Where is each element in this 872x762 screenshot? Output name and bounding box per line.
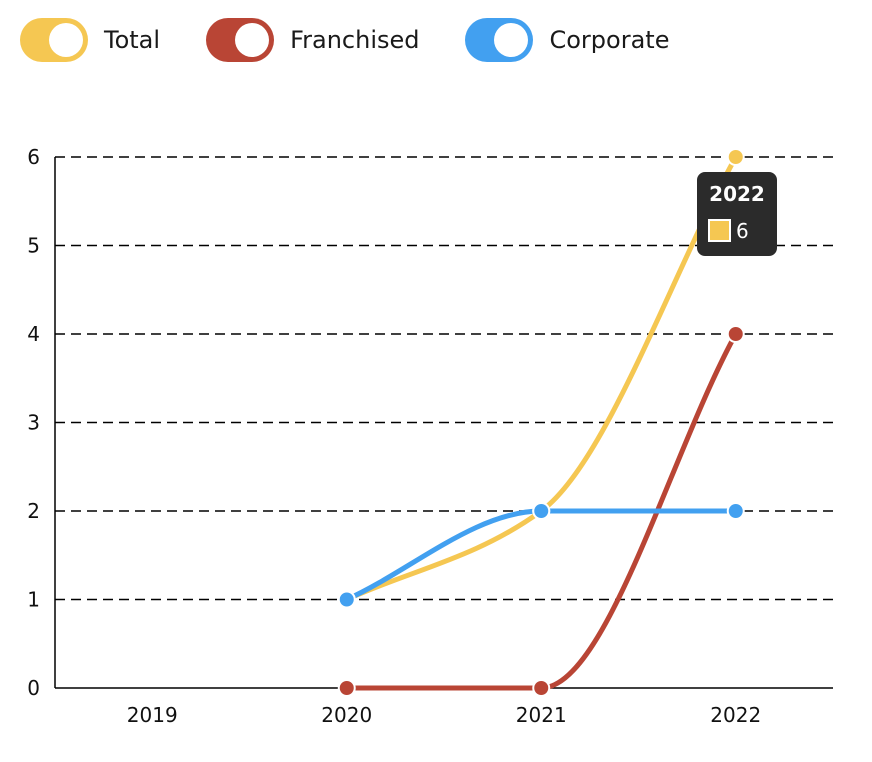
toggle-knob	[235, 23, 270, 57]
legend-item-total[interactable]: Total	[20, 18, 160, 62]
data-point-corporate[interactable]	[337, 590, 356, 609]
legend-label-franchised: Franchised	[290, 26, 420, 54]
toggle-knob	[49, 23, 83, 57]
legend-item-franchised[interactable]: Franchised	[206, 18, 419, 62]
x-tick-label: 2019	[127, 703, 178, 727]
x-axis-ticks: 2019 2020 2021 2022	[127, 703, 761, 727]
y-tick-label: 5	[27, 234, 40, 258]
data-point-franchised[interactable]	[726, 325, 745, 343]
x-tick-label: 2022	[710, 703, 761, 727]
y-tick-label: 2	[27, 499, 40, 523]
x-tick-label: 2020	[321, 703, 372, 727]
tooltip: 2022 6	[697, 172, 777, 256]
tooltip-title: 2022	[709, 182, 765, 206]
y-tick-label: 6	[27, 145, 40, 169]
y-tick-label: 4	[27, 322, 40, 346]
data-point-franchised[interactable]	[532, 679, 551, 697]
legend-label-total: Total	[104, 26, 161, 54]
data-point-corporate[interactable]	[532, 502, 551, 520]
legend-item-corporate[interactable]: Corporate	[465, 18, 669, 62]
legend-toggle-corporate[interactable]	[465, 18, 534, 62]
y-tick-label: 1	[27, 588, 40, 612]
legend-toggle-total[interactable]	[20, 18, 88, 62]
toggle-knob	[494, 23, 529, 57]
legend-label-corporate: Corporate	[549, 26, 670, 54]
series-line-corporate	[344, 508, 739, 602]
y-tick-label: 3	[27, 411, 40, 435]
data-point-corporate[interactable]	[726, 502, 745, 520]
series-line-franchised	[344, 331, 739, 691]
y-tick-label: 0	[27, 676, 40, 700]
data-point-franchised[interactable]	[337, 679, 356, 697]
x-tick-label: 2021	[516, 703, 567, 727]
series-line-total	[344, 154, 739, 602]
legend-toggle-franchised[interactable]	[206, 18, 275, 62]
tooltip-swatch	[708, 219, 731, 242]
series-points	[337, 148, 745, 697]
tooltip-value: 6	[736, 219, 749, 243]
y-axis-ticks: 0 1 2 3 4 5 6	[27, 145, 40, 700]
legend: Total Franchised Corporate	[20, 18, 715, 62]
data-point-total[interactable]	[726, 148, 745, 166]
